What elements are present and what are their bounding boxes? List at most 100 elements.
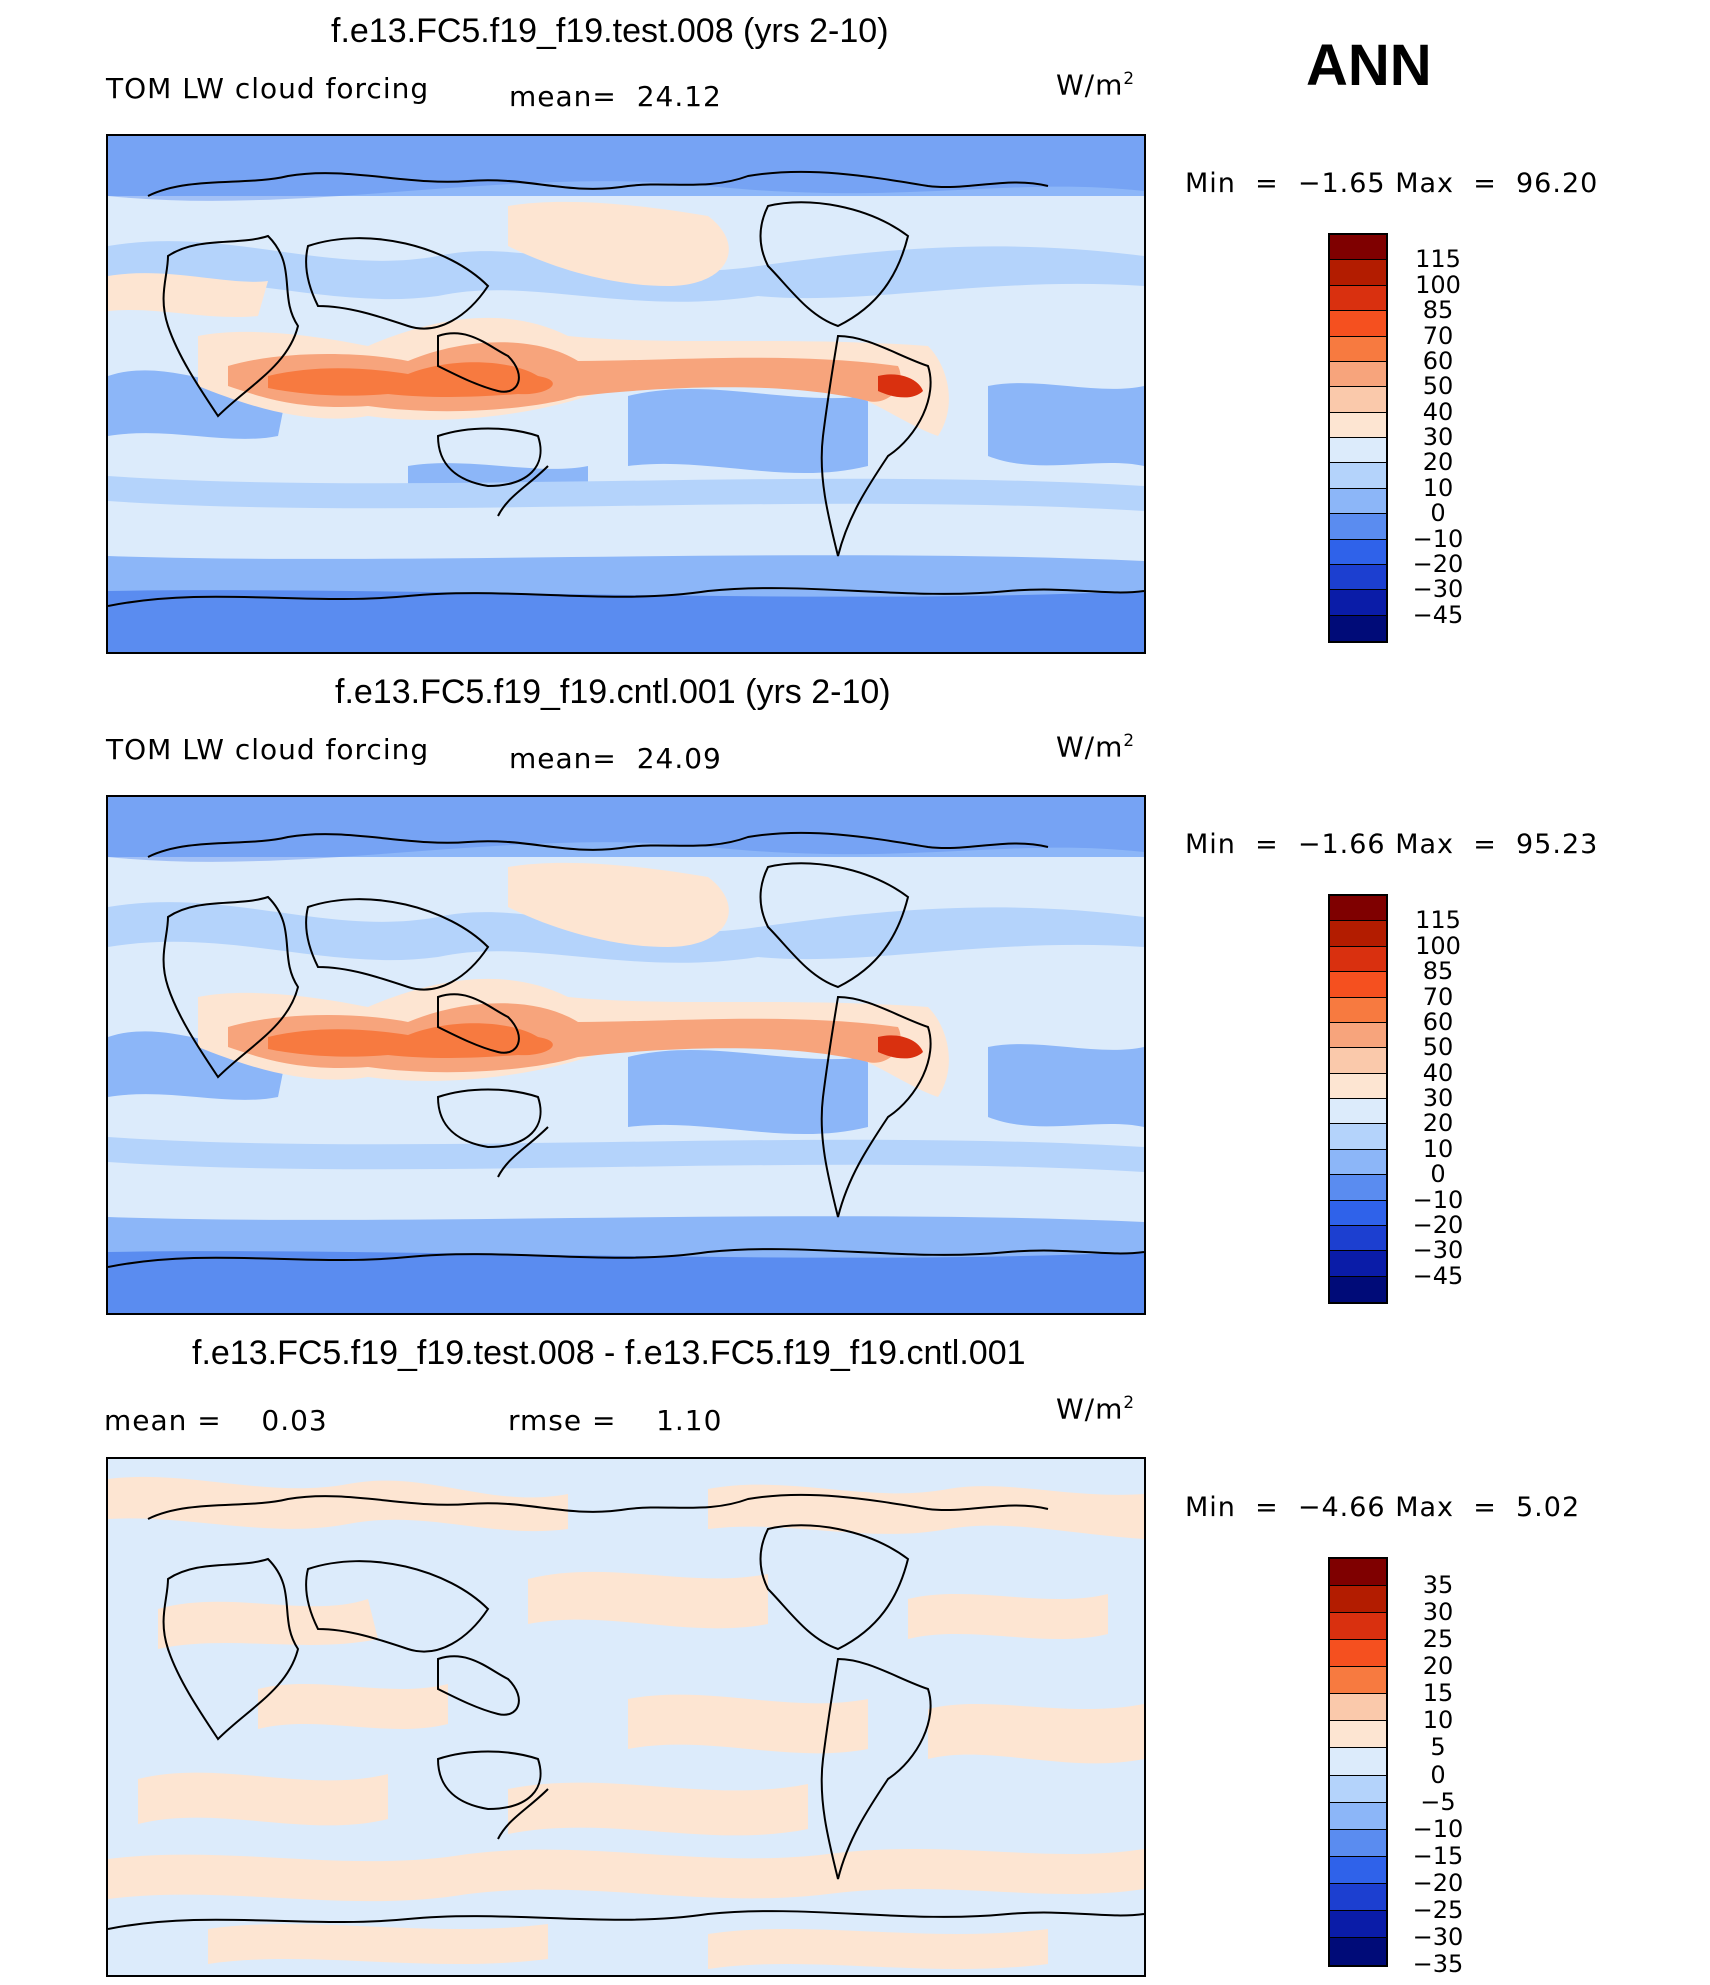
panel-1-mean-value: 24.12 [636,80,722,113]
panel-3-max-value: 5.02 [1516,1492,1581,1523]
colorbar-tick-label: 10 [1422,473,1454,502]
colorbar-tick-label: 35 [1422,1571,1454,1600]
colorbar-tick-label: 15 [1422,1679,1454,1708]
season-label: ANN [1306,33,1432,98]
colorbar-cell [1330,1883,1386,1911]
panel-3-units: W/m2 [1056,1392,1136,1426]
colorbar-cell [1330,1559,1386,1587]
panel-3-minmax: Min = −4.66 Max = 5.02 [1185,1492,1580,1523]
colorbar-cell [1330,590,1386,616]
panel-2-minmax: Min = −1.66 Max = 95.23 [1185,829,1598,860]
colorbar-tick-label: −30 [1412,1236,1464,1265]
colorbar-cell [1330,1694,1386,1722]
panel-1-min-value: −1.65 [1297,168,1386,199]
panel-2-colorbar [1328,894,1388,1304]
colorbar-tick-label: 20 [1422,1652,1454,1681]
colorbar-tick-label: 5 [1430,1733,1446,1762]
panel-2-max-value: 95.23 [1516,829,1599,860]
colorbar-tick-label: 0 [1430,1760,1446,1789]
colorbar-cell [1330,1200,1386,1226]
colorbar-cell [1330,1276,1386,1302]
colorbar-tick-label: 10 [1422,1134,1454,1163]
panel-2-min-value: −1.66 [1297,829,1386,860]
panel-1-min-label: Min = [1185,168,1279,199]
panel-1-map [106,134,1146,654]
panel-3-min-value: −4.66 [1297,1492,1386,1523]
colorbar-tick-label: 60 [1422,346,1454,375]
colorbar-cell [1330,1775,1386,1803]
panel-1-minmax: Min = −1.65 Max = 96.20 [1185,168,1598,199]
panel-1-units: W/m2 [1056,68,1136,102]
panel-2-min-label: Min = [1185,829,1279,860]
colorbar-tick-label: 100 [1415,931,1461,960]
colorbar-cell [1330,1667,1386,1695]
colorbar-tick-label: 85 [1422,957,1454,986]
panel-3-map [106,1457,1146,1977]
colorbar-cell [1330,1022,1386,1049]
colorbar-cell [1330,1048,1386,1074]
panel-3-min-label: Min = [1185,1492,1279,1523]
colorbar-cell [1330,488,1386,515]
colorbar-tick-label: 50 [1422,1033,1454,1062]
colorbar-tick-label: −10 [1412,1814,1464,1843]
colorbar-cell [1330,946,1386,973]
colorbar-tick-label: −15 [1412,1841,1464,1870]
colorbar-tick-label: 70 [1422,982,1454,1011]
colorbar-cell [1330,1073,1386,1099]
panel-2-max-label: Max = [1395,829,1497,860]
panel-1-colorbar [1328,233,1388,643]
colorbar-tick-label: 0 [1430,499,1446,528]
colorbar-cell [1330,1640,1386,1668]
panel-1-max-value: 96.20 [1516,168,1599,199]
colorbar-cell [1330,1175,1386,1201]
colorbar-tick-label: −25 [1412,1895,1464,1924]
colorbar-cell [1330,539,1386,565]
colorbar-cell [1330,1856,1386,1884]
panel-2-contour-field [108,797,1144,1313]
panel-2-mean-label: mean= [509,742,617,775]
colorbar-cell [1330,387,1386,413]
colorbar-tick-label: −10 [1412,1185,1464,1214]
colorbar-tick-label: −10 [1412,524,1464,553]
panel-3-rmse: rmse = 1.10 [508,1404,722,1437]
panel-2-variable: TOM LW cloud forcing [106,733,430,766]
colorbar-cell [1330,336,1386,362]
colorbar-cell [1330,412,1386,438]
panel-2-title: f.e13.FC5.f19_f19.cntl.001 (yrs 2-10) [335,673,891,711]
panel-1-mean: mean= 24.12 [509,80,722,113]
panel-3-mean-value: 0.03 [261,1404,328,1437]
panel-2-mean: mean= 24.09 [509,742,722,775]
colorbar-tick-label: 60 [1422,1007,1454,1036]
colorbar-tick-label: 10 [1422,1706,1454,1735]
colorbar-cell [1330,1802,1386,1830]
colorbar-tick-label: −45 [1412,600,1464,629]
colorbar-cell [1330,1910,1386,1938]
panel-2-units: W/m2 [1056,730,1136,764]
colorbar-tick-label: 70 [1422,321,1454,350]
colorbar-tick-label: 30 [1422,1598,1454,1627]
panel-3-max-label: Max = [1395,1492,1497,1523]
colorbar-cell [1330,1613,1386,1641]
panel-1-mean-label: mean= [509,80,617,113]
colorbar-cell [1330,1829,1386,1857]
panel-2-map [106,795,1146,1315]
colorbar-cell [1330,1937,1386,1965]
panel-1-title: f.e13.FC5.f19_f19.test.008 (yrs 2-10) [331,12,889,50]
colorbar-tick-label: −20 [1412,1210,1464,1239]
colorbar-cell [1330,463,1386,489]
panel-1-contour-field [108,136,1144,652]
colorbar-tick-label: 25 [1422,1625,1454,1654]
colorbar-cell [1330,997,1386,1023]
colorbar-tick-label: −20 [1412,1868,1464,1897]
panel-3-colorbar [1328,1557,1388,1967]
colorbar-tick-label: 20 [1422,1109,1454,1138]
colorbar-cell [1330,1586,1386,1614]
colorbar-cell [1330,896,1386,922]
colorbar-cell [1330,1748,1386,1776]
colorbar-tick-label: −35 [1412,1950,1464,1978]
colorbar-cell [1330,1251,1386,1277]
panel-3-mean: mean = 0.03 [104,1404,328,1437]
colorbar-cell [1330,1149,1386,1176]
colorbar-cell [1330,285,1386,312]
panel-1-variable: TOM LW cloud forcing [106,72,430,105]
